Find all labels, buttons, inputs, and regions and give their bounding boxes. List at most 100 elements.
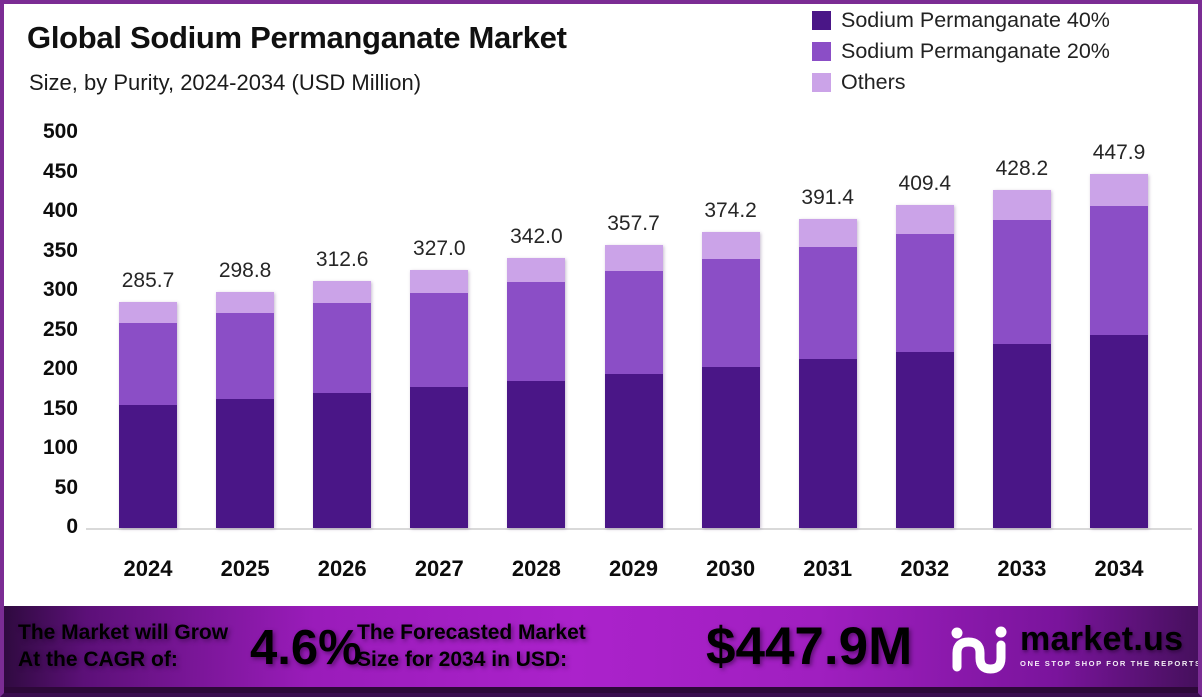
bar-2034 [1090,0,1148,528]
forecast-label: The Forecasted Market Size for 2034 in U… [357,619,586,673]
bar-total-label-2032: 409.4 [898,171,952,195]
bar-segment-2032-series0 [895,351,954,528]
y-axis-tick-50: 50 [54,475,78,499]
bar-segment-2026-series1 [313,303,372,394]
bar-segment-2034-series1 [1090,205,1148,336]
legend-swatch-icon [812,42,831,61]
y-axis-tick-100: 100 [42,436,78,459]
x-axis-label-2028: 2028 [511,556,561,581]
bar-segment-2027-series1 [410,292,469,388]
bar-total-label-2034: 447.9 [1092,141,1146,165]
bar-2027 [410,0,469,528]
x-axis-label-2031: 2031 [803,556,853,581]
forecast-value: $447.9M [706,617,913,676]
y-axis-tick-200: 200 [42,357,78,380]
bar-total-label-2031: 391.4 [801,185,854,209]
bar-2030 [701,0,760,528]
x-axis-label-2026: 2026 [317,556,367,581]
x-axis-label-2030: 2030 [706,556,756,581]
bar-2032 [895,0,954,528]
x-axis-label-2033: 2033 [997,556,1047,581]
x-axis-label-2032: 2032 [900,556,950,581]
bar-segment-2024-series0 [119,404,177,528]
bar-segment-2034-series0 [1090,335,1148,528]
bar-segment-2029-series2 [604,245,663,271]
bar-total-label-2033: 428.2 [995,156,1049,180]
cagr-value: 4.6% [250,621,362,675]
bar-segment-2030-series2 [701,232,760,259]
bar-segment-2031-series2 [798,218,857,247]
bar-segment-2029-series0 [604,373,663,528]
bar-segment-2024-series1 [119,322,177,405]
bar-segment-2025-series0 [216,399,275,528]
y-axis-tick-500: 500 [42,120,78,143]
legend-item-2: Others [812,70,1110,95]
y-axis-tick-350: 350 [42,238,78,262]
brand-logo: market.us ONE STOP SHOP FOR THE REPORTS [950,620,1202,675]
brand-tagline: ONE STOP SHOP FOR THE REPORTS [1020,659,1202,668]
legend-label: Sodium Permanganate 40% [841,8,1110,32]
bar-2024 [119,0,177,528]
bar-segment-2030-series0 [701,366,760,528]
bar-segment-2025-series1 [216,313,275,400]
bar-segment-2033-series0 [992,343,1051,528]
y-axis-tick-450: 450 [42,159,78,183]
legend-label: Sodium Permanganate 20% [841,39,1110,63]
brand-name: market.us [1020,620,1184,658]
bar-segment-2032-series1 [895,233,954,352]
market-us-logo-icon [951,626,1007,674]
cagr-label-line2: At the CAGR of: [18,648,178,671]
bar-segment-2026-series2 [313,281,372,304]
bar-segment-2026-series0 [313,393,372,528]
legend-item-0: Sodium Permanganate 40% [812,8,1110,33]
bar-total-label-2027: 327.0 [413,236,466,260]
legend-label: Others [841,70,906,94]
y-axis-tick-250: 250 [42,317,78,341]
y-axis-tick-400: 400 [42,199,78,222]
bar-segment-2032-series2 [895,204,954,234]
page-title: Global Sodium Permanganate Market [27,20,567,55]
legend-swatch-icon [812,11,831,30]
bar-2031 [798,0,857,528]
chart-legend: Sodium Permanganate 40% Sodium Permangana… [812,8,1110,101]
bar-segment-2033-series2 [992,189,1051,221]
bar-2029 [604,0,663,528]
page-subtitle: Size, by Purity, 2024-2034 (USD Million) [29,70,422,95]
legend-item-1: Sodium Permanganate 20% [812,39,1110,64]
x-axis-line [86,528,1192,530]
bar-2026 [313,0,372,528]
y-axis-tick-150: 150 [42,396,78,420]
bar-total-label-2025: 298.8 [218,258,272,282]
x-axis-label-2025: 2025 [220,556,270,581]
x-axis-label-2024: 2024 [123,556,173,581]
forecast-label-line2: Size for 2034 in USD: [357,648,568,671]
bar-2033 [992,0,1051,528]
forecast-label-line1: The Forecasted Market [357,621,586,644]
bar-segment-2031-series1 [798,246,857,360]
bar-segment-2028-series0 [507,380,566,528]
y-axis-tick-0: 0 [66,515,78,538]
x-axis-label-2027: 2027 [414,556,464,581]
bar-segment-2029-series1 [604,270,663,374]
y-axis-tick-300: 300 [42,278,78,301]
bar-segment-2031-series0 [798,359,857,528]
bar-total-label-2026: 312.6 [315,248,369,272]
bar-2028 [507,0,566,528]
x-axis-label-2029: 2029 [609,556,658,581]
bar-segment-2028-series2 [507,257,566,283]
bar-segment-2034-series2 [1090,174,1148,206]
bar-segment-2027-series0 [410,387,469,528]
bar-segment-2030-series1 [701,259,760,367]
cagr-label: The Market will Grow At the CAGR of: [18,619,228,673]
cagr-label-line1: The Market will Grow [18,621,229,644]
bar-segment-2028-series1 [507,282,566,381]
bar-2025 [216,0,275,528]
bar-segment-2024-series2 [119,302,177,323]
bar-total-label-2029: 357.7 [607,212,660,236]
bar-total-label-2024: 285.7 [121,269,175,293]
footer-bottom-strip [3,687,1199,694]
bar-total-label-2028: 342.0 [510,224,563,248]
bar-total-label-2030: 374.2 [704,199,757,223]
